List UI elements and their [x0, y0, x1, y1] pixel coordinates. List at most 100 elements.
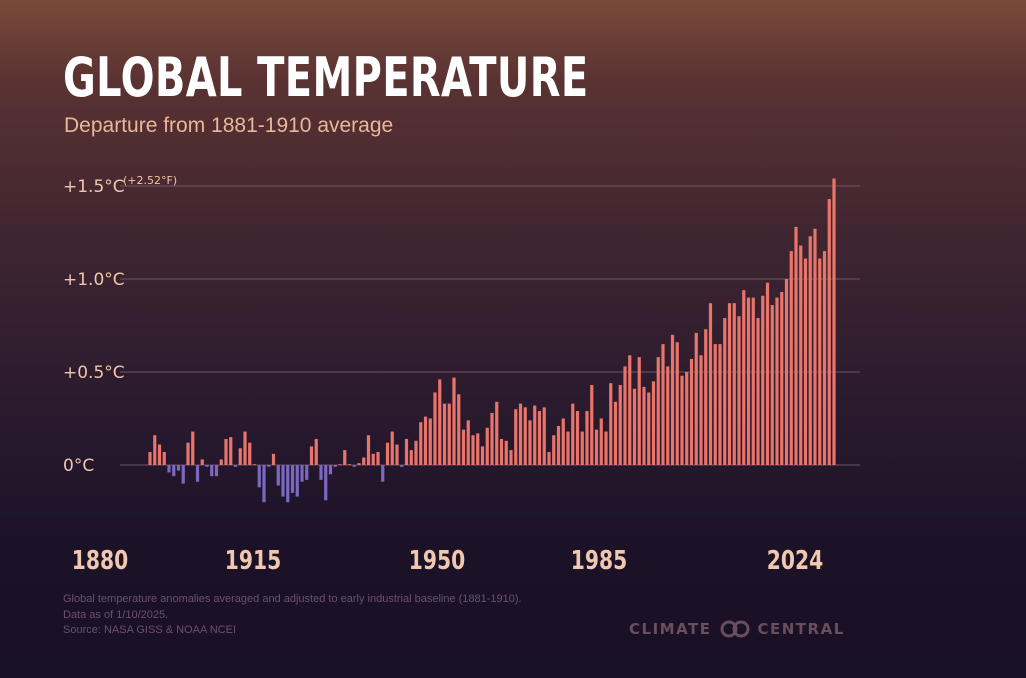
bar-2024: [832, 178, 836, 465]
bar-1898: [233, 465, 238, 467]
bar-1890: [195, 465, 200, 482]
bar-1917: [324, 465, 328, 501]
bar-1992: [680, 375, 684, 465]
x-tick-label: 1880: [72, 546, 128, 576]
fahrenheit-annotation: (+2.52°F): [123, 174, 177, 187]
bar-1891: [200, 459, 204, 465]
bar-1950: [480, 446, 485, 465]
bar-1894: [214, 465, 219, 477]
bar-1912: [300, 465, 304, 482]
bar-1926: [366, 435, 371, 465]
bar-1953: [495, 401, 499, 465]
bar-1910: [290, 465, 295, 493]
bar-1905: [267, 465, 271, 467]
bar-2017: [799, 245, 803, 465]
bar-1902: [252, 464, 257, 465]
bar-1883: [162, 451, 166, 465]
bar-2009: [761, 295, 765, 465]
bar-1955: [504, 440, 508, 465]
bar-1995: [694, 332, 698, 465]
bar-1929: [381, 465, 385, 482]
bar-1925: [362, 457, 366, 465]
bar-1982: [632, 388, 637, 465]
bar-1998: [708, 303, 713, 465]
bar-1900: [243, 431, 247, 465]
bar-1966: [556, 425, 561, 465]
bar-1971: [580, 431, 584, 465]
bar-1938: [423, 416, 428, 465]
bar-2001: [723, 318, 727, 465]
bar-1901: [248, 442, 252, 465]
bar-2020: [813, 228, 817, 465]
bar-1990: [670, 334, 675, 465]
bar-1988: [661, 344, 665, 465]
bars: [148, 178, 836, 503]
logo-text-right: CENTRAL: [757, 620, 845, 638]
bar-1964: [547, 451, 551, 465]
bar-1945: [457, 394, 461, 465]
bar-1973: [590, 385, 594, 465]
bar-1983: [637, 357, 641, 465]
bar-1963: [542, 407, 546, 465]
bar-2018: [803, 258, 808, 465]
bar-1886: [176, 465, 181, 471]
bar-1959: [523, 407, 527, 465]
bar-1940: [433, 392, 437, 465]
bar-1991: [675, 342, 679, 465]
bar-1944: [452, 377, 456, 465]
bar-1993: [685, 372, 689, 465]
bar-1949: [476, 433, 480, 465]
bar-2007: [751, 297, 755, 465]
bar-2002: [727, 303, 732, 465]
bar-1965: [552, 435, 556, 465]
x-tick-label: 2024: [767, 546, 823, 576]
y-tick-label: +1.5°C: [63, 177, 125, 197]
bar-1952: [490, 412, 494, 465]
bar-1930: [385, 442, 390, 465]
bar-1996: [699, 355, 703, 465]
bar-1941: [438, 379, 442, 465]
bar-1987: [656, 357, 660, 465]
bar-1933: [400, 465, 404, 467]
bar-1924: [357, 463, 361, 465]
bar-1935: [409, 450, 413, 465]
x-tick-label: 1985: [571, 546, 627, 576]
bar-1977: [609, 383, 613, 465]
bar-1914: [309, 446, 314, 465]
bar-1927: [371, 453, 375, 465]
bar-1918: [328, 465, 333, 475]
bar-2023: [827, 199, 831, 465]
bar-1916: [319, 465, 323, 480]
bar-2021: [818, 258, 822, 465]
bar-2013: [780, 292, 784, 465]
y-tick-label: +1.0°C: [63, 270, 125, 290]
bar-1947: [466, 420, 470, 465]
bar-2010: [765, 282, 770, 465]
bar-1904: [262, 465, 266, 503]
bar-1889: [191, 431, 195, 465]
bar-1921: [343, 450, 347, 465]
bar-1948: [471, 435, 475, 465]
bar-1931: [390, 431, 394, 465]
bar-1994: [689, 358, 694, 465]
bar-1960: [528, 420, 532, 465]
bar-2008: [756, 318, 760, 465]
bar-1951: [485, 427, 489, 465]
bar-1934: [404, 438, 409, 465]
bar-1896: [224, 438, 228, 465]
footnote-date: Data as of 1/10/2025.: [63, 608, 169, 621]
y-tick-label: 0°C: [63, 456, 94, 476]
bar-1970: [575, 411, 580, 465]
x-tick-label: 1950: [409, 546, 465, 576]
bar-1913: [305, 465, 309, 480]
bar-1972: [585, 411, 589, 465]
bar-1997: [704, 329, 708, 465]
bar-1888: [186, 442, 190, 465]
bar-1882: [157, 444, 162, 465]
bar-2004: [737, 316, 741, 465]
bar-1968: [566, 431, 570, 465]
bar-1899: [238, 448, 242, 465]
bar-1919: [333, 465, 337, 467]
bar-2022: [822, 251, 827, 465]
bar-1922: [347, 464, 352, 465]
